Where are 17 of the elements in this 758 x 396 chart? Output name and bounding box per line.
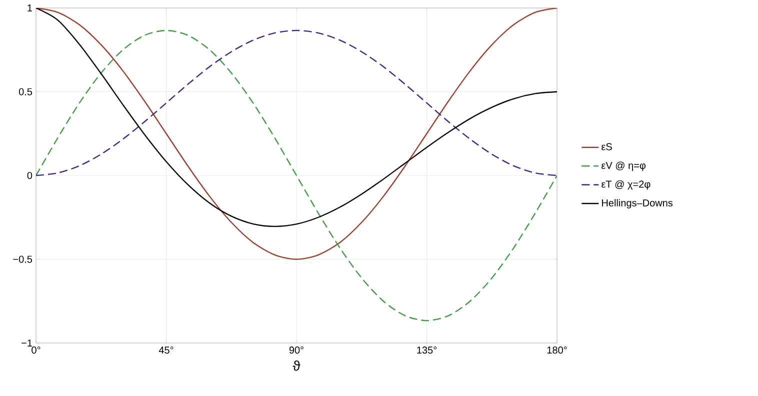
x-tick-label: 45° bbox=[158, 346, 174, 354]
legend-label: Hellings–Downs bbox=[602, 199, 673, 208]
y-tick-label: −0.5 bbox=[13, 256, 32, 263]
legend-label: εS bbox=[602, 143, 612, 150]
y-tick-label: 1 bbox=[28, 4, 32, 12]
y-tick-label: 0.5 bbox=[18, 88, 32, 96]
y-tick-label: −1 bbox=[22, 340, 32, 346]
line-series bbox=[36, 30, 558, 322]
x-axis-title: ϑ bbox=[292, 360, 300, 371]
y-tick-label: 0 bbox=[27, 172, 32, 180]
x-tick-label: 135° bbox=[417, 346, 437, 354]
x-tick-label: 180° bbox=[547, 346, 567, 354]
line-series bbox=[36, 30, 558, 176]
x-tick-label: 90° bbox=[289, 346, 304, 354]
legend-label: εT @ χ=2φ bbox=[602, 180, 650, 190]
legend-label: εV @ η=φ bbox=[602, 162, 646, 171]
x-tick-label: 0° bbox=[32, 346, 40, 354]
